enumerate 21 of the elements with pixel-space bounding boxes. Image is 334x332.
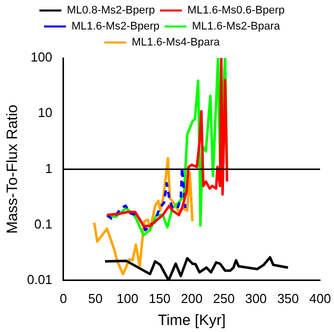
y-tick-label: 100 [30, 50, 52, 65]
legend-label: ML1.6-Ms0.6-Bperp [187, 4, 285, 17]
x-tick-label: 250 [212, 290, 235, 306]
y-tick-label: 1 [45, 160, 52, 176]
x-tick-label: 100 [116, 290, 138, 306]
x-tick-label: 350 [277, 290, 299, 306]
y-tick-label: 0.1 [34, 216, 52, 232]
x-tick-label: 400 [309, 290, 332, 306]
x-axis-title: Time [Kyr] [158, 312, 226, 330]
legend-label: ML0.8-Ms2-Bperp [66, 4, 155, 17]
y-axis-title: Mass-To-Flux Ratio [4, 104, 22, 234]
legend-label: ML1.6-Ms2-Bpara [192, 20, 281, 33]
y-tick-label: 0.01 [26, 272, 52, 287]
x-tick-label: 300 [245, 290, 267, 306]
x-tick-label: 0 [60, 290, 67, 306]
x-tick-label: 50 [88, 290, 103, 306]
legend-label: ML1.6-Ms4-Bpara [132, 36, 221, 49]
x-tick-label: 150 [148, 290, 170, 306]
y-tick-label: 10 [38, 105, 52, 120]
legend-label: ML1.6-Ms2-Bperp [71, 20, 160, 33]
x-tick-label: 200 [180, 290, 203, 306]
